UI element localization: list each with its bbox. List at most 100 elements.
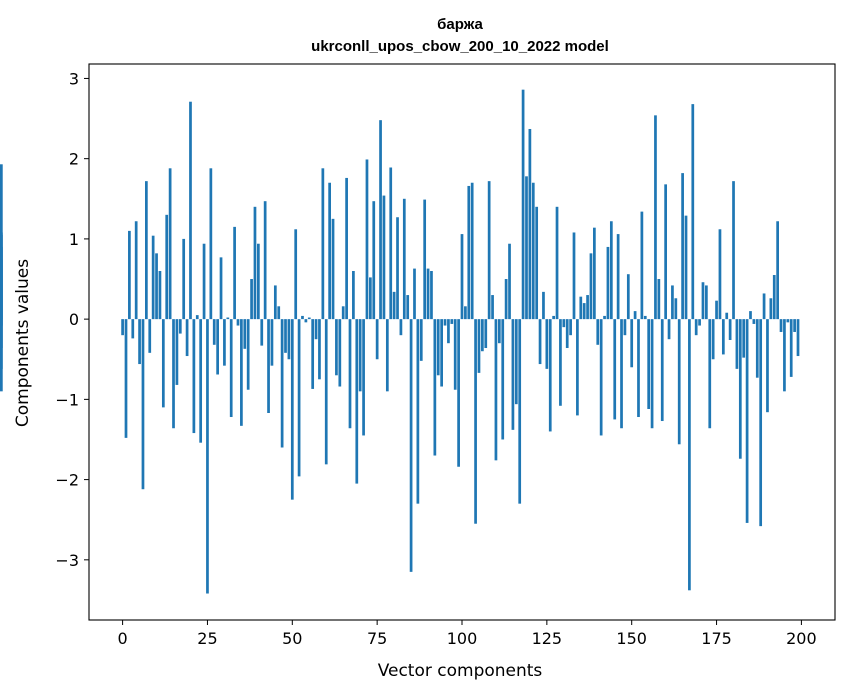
bar-46: [277, 306, 281, 320]
bar-3: [131, 319, 135, 339]
bar-85: [409, 319, 413, 572]
y-tick-label: −1: [55, 390, 79, 409]
bar-128: [555, 206, 559, 320]
bar-1: [124, 319, 128, 438]
bar-34: [236, 319, 240, 326]
x-tick-label: 100: [447, 629, 478, 648]
bar-68: [352, 271, 355, 320]
bar-188: [759, 319, 763, 527]
bar-127: [552, 315, 555, 320]
bar-4: [134, 221, 138, 320]
bar-59: [321, 168, 325, 320]
bar-112: [501, 319, 505, 440]
bar-9: [151, 235, 155, 320]
x-tick-label: 75: [367, 629, 387, 648]
bar-0: [121, 319, 124, 336]
chart-title: баржа: [437, 16, 483, 33]
bar-148: [623, 319, 627, 336]
bar-23: [199, 319, 203, 443]
bar-77: [382, 195, 386, 320]
bar-92: [433, 319, 437, 456]
bar-37: [246, 319, 250, 390]
bar-100: [460, 234, 464, 320]
bar-178: [725, 312, 729, 320]
bar-136: [582, 303, 586, 320]
bar-48: [284, 319, 287, 353]
bar-162: [671, 285, 674, 320]
bar-167: [688, 319, 691, 591]
bar-135: [579, 296, 583, 320]
bars-group: [0, 89, 800, 594]
chart-subtitle: ukrconll_upos_cbow_200_10_2022 model: [311, 38, 609, 55]
bar-67: [348, 319, 352, 429]
bar-156: [650, 319, 654, 429]
bar-54: [304, 319, 308, 323]
bar-53: [301, 315, 304, 320]
bar-139: [593, 227, 596, 320]
bar-106: [481, 319, 484, 352]
bar-119: [525, 176, 528, 320]
x-tick-label: 125: [532, 629, 563, 648]
bar-168: [691, 104, 695, 320]
bar-192: [772, 275, 776, 320]
bar-150: [630, 319, 634, 368]
bar-12: [161, 319, 165, 408]
bar-195: [783, 319, 786, 392]
bar-117: [518, 319, 522, 504]
bar-94: [440, 319, 443, 387]
bar-102: [467, 185, 471, 320]
x-tick-label: 200: [786, 629, 817, 648]
bar-154: [643, 315, 647, 320]
bar-99: [457, 319, 460, 467]
bar-49: [287, 319, 291, 360]
bar-93: [436, 319, 440, 376]
bar-71: [362, 319, 365, 436]
bar-158: [657, 279, 661, 320]
bar-96: [447, 319, 450, 344]
bar-114: [508, 243, 511, 320]
bar-132: [569, 319, 572, 336]
bar-180: [732, 181, 735, 320]
y-axis-label: Components values: [13, 259, 33, 427]
bar-28: [216, 319, 219, 375]
bar-42: [263, 201, 267, 320]
bar-8: [148, 319, 152, 353]
bar-194: [779, 319, 783, 332]
bar-172: [705, 285, 708, 320]
bar-130: [562, 319, 566, 328]
bar-170: [698, 319, 701, 326]
bar-11: [158, 271, 162, 320]
bar-113: [504, 279, 508, 320]
bar-121: [531, 182, 535, 320]
bar-129: [559, 319, 562, 406]
bar-198: [793, 319, 796, 332]
bar-31: [226, 317, 230, 320]
bar-20: [189, 101, 192, 320]
bar-109: [491, 295, 494, 320]
bar-181: [735, 319, 739, 369]
bar-27: [212, 319, 216, 345]
bar-104: [474, 319, 477, 524]
bar-124: [542, 291, 545, 320]
y-axis-ticks: −3 −2 −1 0 1 2 3: [55, 69, 89, 570]
bar-199: [796, 319, 800, 357]
bar-153: [640, 211, 644, 320]
bar-197: [789, 319, 793, 377]
bar-190: [766, 319, 769, 413]
bar-116: [514, 319, 518, 405]
bar-143: [606, 246, 610, 320]
bar-165: [681, 173, 684, 320]
bar-7: [145, 181, 148, 320]
bar-98: [453, 319, 457, 390]
bar-76: [379, 120, 382, 320]
bar-108: [487, 181, 491, 320]
bar-72: [365, 159, 369, 320]
bar-78: [385, 319, 389, 392]
bar-175: [715, 300, 718, 320]
x-tick-label: 50: [282, 629, 302, 648]
bar-163: [674, 298, 678, 320]
bar-69: [355, 319, 359, 484]
bar-61: [328, 182, 331, 320]
bar-38: [250, 279, 253, 320]
